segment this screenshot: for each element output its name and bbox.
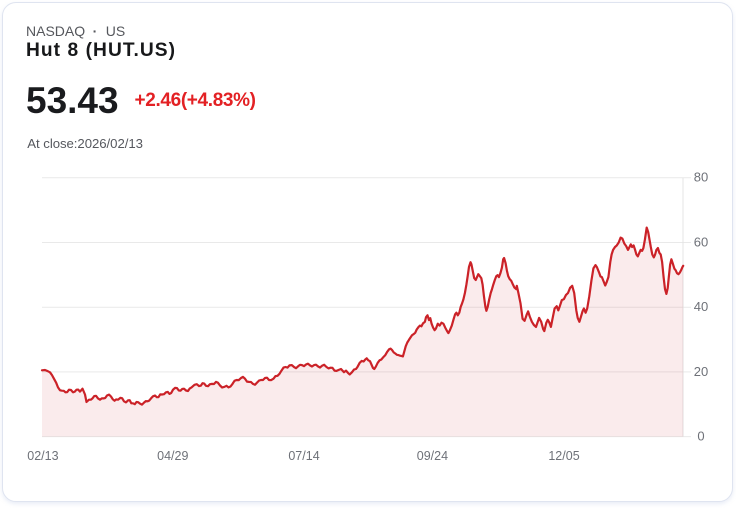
svg-text:07/14: 07/14 bbox=[288, 449, 319, 463]
svg-text:40: 40 bbox=[694, 299, 708, 314]
svg-text:20: 20 bbox=[694, 364, 708, 379]
svg-text:04/29: 04/29 bbox=[157, 449, 188, 463]
svg-text:80: 80 bbox=[694, 170, 708, 185]
svg-text:09/24: 09/24 bbox=[417, 449, 448, 463]
svg-text:60: 60 bbox=[694, 234, 708, 249]
svg-text:0: 0 bbox=[697, 429, 704, 444]
svg-text:02/13: 02/13 bbox=[27, 449, 58, 463]
svg-text:12/05: 12/05 bbox=[548, 449, 579, 463]
